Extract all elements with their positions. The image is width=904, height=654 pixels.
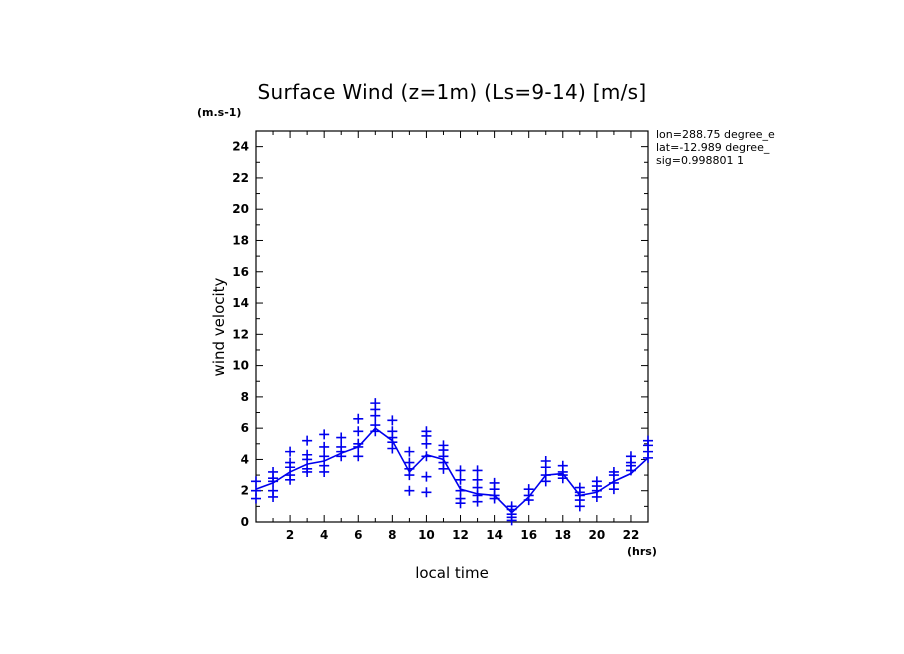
sample-marker [370,410,381,421]
y-axis-unit: (m.s-1) [197,106,241,119]
sample-marker [455,465,466,476]
x-tick-label: 8 [388,528,396,542]
sample-marker [625,465,636,476]
sample-marker [353,426,364,437]
sample-marker [370,426,381,437]
sample-marker [302,466,313,477]
y-tick-label: 6 [241,421,249,435]
y-tick-label: 24 [232,140,249,154]
sample-marker [608,484,619,495]
sample-marker [455,474,466,485]
x-tick-label: 14 [486,528,503,542]
sample-marker [302,435,313,446]
sample-marker [336,451,347,462]
sample-marker [319,429,330,440]
sample-marker [506,515,517,526]
x-tick-label: 6 [354,528,362,542]
y-tick-label: 2 [241,484,249,498]
sample-marker [285,474,296,485]
x-tick-label: 2 [286,528,294,542]
x-tick-label: 12 [452,528,469,542]
x-tick-label: 20 [589,528,606,542]
y-tick-label: 16 [232,265,249,279]
sample-marker [421,451,432,462]
sample-marker [319,466,330,477]
x-axis-title: local time [415,564,489,582]
sample-marker [574,501,585,512]
sample-marker [251,476,261,487]
info-longitude: lon=288.75 degree_e [656,128,775,141]
info-latitude: lat=-12.989 degree_ [656,141,770,154]
plot-frame [255,130,649,523]
x-tick-label: 22 [623,528,640,542]
y-tick-label: 8 [241,390,249,404]
sample-marker [404,446,415,457]
x-tick-label: 16 [520,528,537,542]
location-info: lon=288.75 degree_e lat=-12.989 degree_ … [656,128,775,167]
sample-marker [336,432,347,443]
x-tick-label: 10 [418,528,435,542]
y-tick-label: 22 [232,171,249,185]
y-tick-label: 4 [241,452,249,466]
info-clip-mask [780,120,904,180]
sample-marker [557,473,568,484]
sample-marker [285,446,296,457]
x-axis-unit: (hrs) [627,545,657,558]
y-axis-title: wind velocity [210,277,228,376]
sample-marker [540,476,551,487]
sample-marker [421,471,432,482]
sample-marker [387,415,398,426]
sample-marker [591,491,602,502]
sample-marker [353,441,364,452]
sample-marker [251,493,261,504]
sample-marker [319,451,330,462]
sample-marker [421,438,432,449]
sample-marker [472,496,483,507]
sample-marker [302,454,313,465]
chart-title: Surface Wind (z=1m) (Ls=9-14) [m/s] [257,80,646,104]
y-tick-label: 0 [241,515,249,529]
sample-marker [489,493,500,504]
mean-line [255,427,649,514]
y-tick-label: 14 [232,296,249,310]
sample-marker [268,491,279,502]
y-tick-label: 12 [232,327,249,341]
sample-marker [319,441,330,452]
sample-marker [643,452,653,463]
sample-marker [404,485,415,496]
sample-marker [353,413,364,424]
sample-marker [387,443,398,454]
sample-marker [404,470,415,481]
sample-marker [353,451,364,462]
info-sigma: sig=0.998801 1 [656,154,744,167]
x-tick-label: 4 [320,528,328,542]
sample-marker [268,476,279,487]
sample-marker [438,463,449,474]
sample-marker [472,465,483,476]
sample-marker [523,495,534,506]
x-tick-label: 18 [554,528,571,542]
sample-marker [455,498,466,509]
y-tick-label: 10 [232,359,249,373]
y-tick-label: 18 [232,233,249,247]
sample-marker [421,487,432,498]
y-tick-label: 20 [232,202,249,216]
